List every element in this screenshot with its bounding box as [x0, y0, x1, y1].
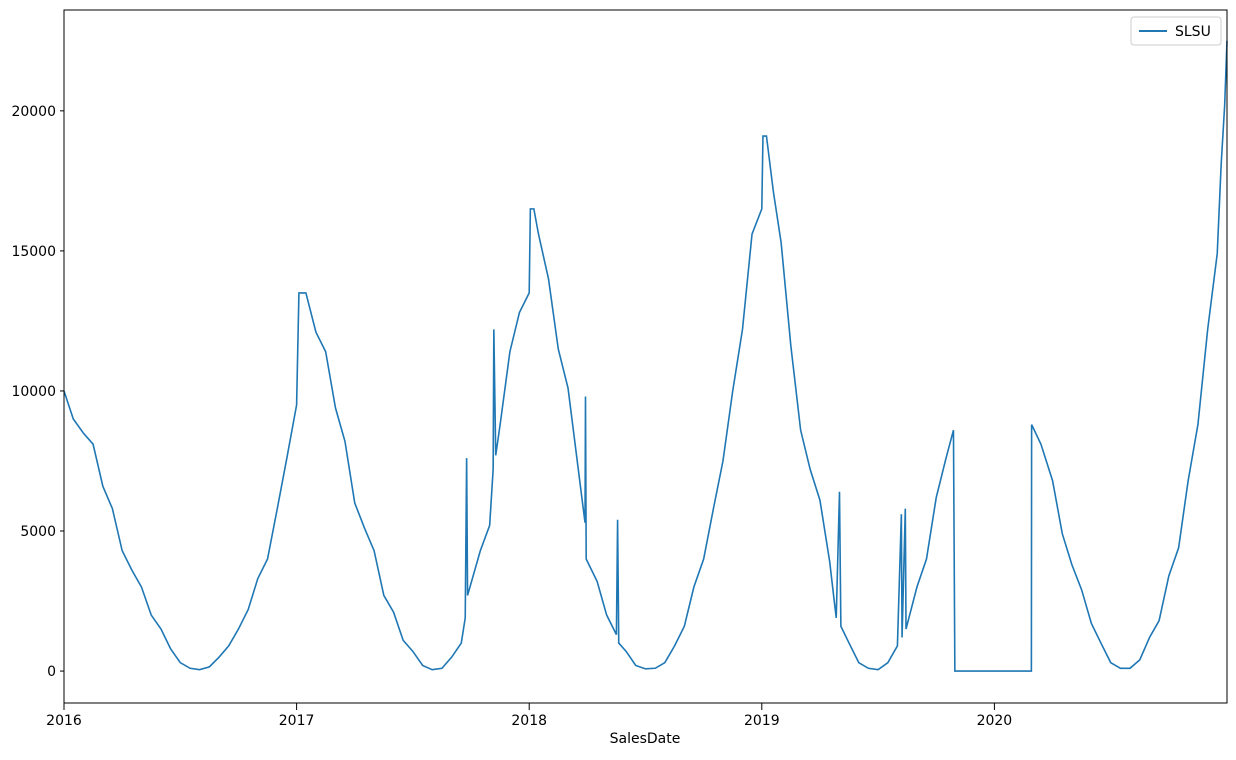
y-tick-label: 15000 [11, 244, 56, 260]
x-tick-label: 2020 [977, 713, 1013, 729]
legend-box [1130, 16, 1222, 46]
x-tick-label: 2019 [744, 713, 780, 729]
y-tick-label: 20000 [11, 104, 56, 120]
x-tick-label: 2018 [511, 713, 547, 729]
legend-label: SLSU [1175, 24, 1211, 40]
x-tick-label: 2016 [46, 713, 82, 729]
y-tick-label: 10000 [11, 384, 56, 400]
y-tick-label: 5000 [20, 524, 56, 540]
data-line [63, 40, 1228, 672]
plot-frame [63, 9, 1228, 704]
x-axis-label: SalesDate [610, 731, 681, 747]
y-tick-label: 0 [47, 664, 56, 680]
x-tick-label: 2017 [279, 713, 315, 729]
